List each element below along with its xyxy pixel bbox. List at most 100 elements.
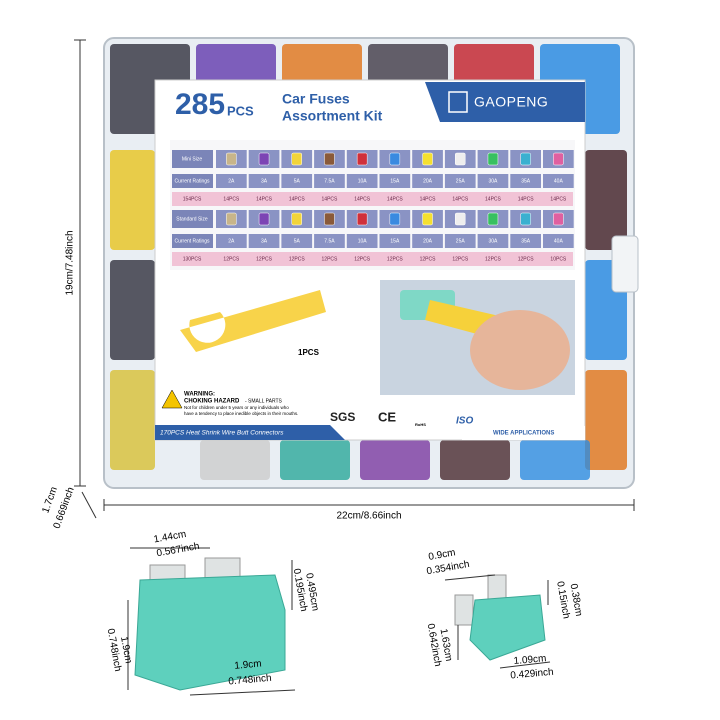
rating: 7.5A: [324, 238, 335, 244]
rating-cell: [444, 174, 476, 188]
count-cell: 14PCS: [452, 196, 469, 202]
fuse-icon: [258, 152, 270, 166]
count-cell: 12PCS: [485, 256, 502, 262]
fuse-icon: [324, 152, 335, 166]
rating-cell: [379, 174, 411, 188]
compartment: [520, 440, 590, 480]
brand: GAOPENG: [474, 94, 548, 110]
label-cell: [172, 210, 213, 228]
rating: 15A: [390, 238, 400, 244]
rating-cell: [216, 174, 247, 188]
fuse-icon: [422, 212, 433, 226]
rating: 20A: [423, 238, 433, 244]
rating: 15A: [390, 178, 400, 184]
standard-fuse: [127, 547, 296, 696]
compartment: [110, 370, 155, 470]
rating: 10A: [358, 178, 368, 184]
label-cell: [172, 174, 213, 188]
fuse-icon: [356, 152, 368, 166]
cert: ISO: [456, 416, 473, 427]
compartment: [280, 440, 350, 480]
fuse-icon: [226, 152, 237, 166]
count-cell: 12PCS: [223, 256, 240, 262]
warning-text: have a tendency to place inedible object…: [184, 411, 298, 416]
fuse-icon: [553, 212, 564, 226]
rating: 7.5A: [324, 178, 335, 184]
fuse-icon: [389, 212, 401, 226]
compartment: [360, 440, 430, 480]
applications-bg: [462, 426, 585, 440]
count: 285: [175, 88, 225, 121]
fuse-icon: [487, 152, 499, 166]
fuse-height: 1.9cm: [118, 636, 134, 665]
count-cell: 12PCS: [387, 256, 404, 262]
total: 154PCS: [183, 196, 202, 202]
puller: [180, 290, 326, 352]
rating: 10A: [358, 238, 368, 244]
size-label: Mini Size: [182, 156, 203, 162]
count-cell: 14PCS: [550, 196, 567, 202]
count-cell: 12PCS: [354, 256, 371, 262]
count-cell: 12PCS: [452, 256, 469, 262]
height-label: 19cm/7.48inch: [65, 230, 76, 295]
rating: 5A: [294, 178, 301, 184]
count-cell: 12PCS: [256, 256, 273, 262]
banner-band: [155, 425, 345, 440]
count-unit: PCS: [227, 103, 254, 118]
fuse-icon: [520, 212, 531, 226]
rating: 35A: [521, 238, 531, 244]
count-cell: 14PCS: [354, 196, 371, 202]
fuse-icon: [520, 152, 531, 166]
rating-cell: [412, 174, 443, 188]
count-cell: 12PCS: [518, 256, 535, 262]
warning-text: Not for children under 5 years or any in…: [184, 405, 289, 410]
applications: WIDE APPLICATIONS: [493, 431, 554, 437]
fuse-body: 1.9cm: [234, 658, 262, 671]
warning-icon: [161, 389, 183, 409]
warning-note: - SMALL PARTS: [245, 398, 283, 404]
fuse-icon: [356, 212, 368, 226]
rating-cell: [314, 174, 345, 188]
latch: [611, 235, 639, 293]
count-cell: 14PCS: [420, 196, 437, 202]
fuse-icon: [553, 152, 564, 166]
rating: 3A: [261, 178, 268, 184]
fuse-icon: [324, 212, 335, 226]
fuse-body: 0.429inch: [510, 667, 554, 682]
count-row: [172, 192, 573, 206]
compartment: [585, 150, 627, 250]
puller-count: 1PCS: [298, 348, 320, 357]
cert: RoHS: [415, 422, 426, 427]
count-cell: 14PCS: [387, 196, 404, 202]
title: Assortment Kit: [282, 108, 383, 124]
rating-cell: [314, 234, 345, 248]
compartment: [440, 440, 510, 480]
fuse-icon: [455, 152, 466, 166]
rating: 20A: [423, 178, 433, 184]
rating: 2A: [228, 178, 235, 184]
rating-cell: [543, 234, 574, 248]
rating-cell: [477, 174, 509, 188]
fuse-icon: [258, 212, 270, 226]
ratings-label: Current Ratings: [174, 178, 210, 184]
rating-cell: [510, 234, 541, 248]
mini-fuse: [444, 574, 551, 669]
rating-cell: [412, 234, 443, 248]
count-cell: 14PCS: [322, 196, 339, 202]
label-cell: [172, 234, 213, 248]
rating: 25A: [456, 238, 466, 244]
rating-cell: [477, 234, 509, 248]
count-cell: 12PCS: [289, 256, 306, 262]
count-cell: 14PCS: [256, 196, 273, 202]
brand-logo: [448, 91, 468, 113]
count-cell: 10PCS: [550, 256, 567, 262]
fuse-icon: [455, 212, 466, 226]
rating: 30A: [488, 178, 498, 184]
rating-cell: [216, 234, 247, 248]
rating-cell: [510, 174, 541, 188]
compartment: [585, 370, 627, 470]
photo-hand: [470, 310, 570, 390]
rating: 30A: [488, 238, 498, 244]
fuse-icon: [487, 212, 499, 226]
